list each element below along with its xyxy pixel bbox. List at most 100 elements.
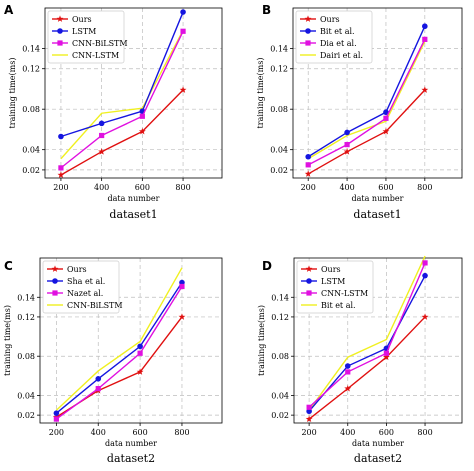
data-point [344, 363, 351, 369]
y-tick-label: 0.14 [270, 44, 288, 53]
chart-panel-d: 0.02 0.04 0.08 0.12 0.14 200 400 600 800 data num… [257, 255, 463, 465]
data-point [58, 165, 64, 171]
data-point [51, 265, 59, 272]
legend-box [42, 260, 120, 314]
legend-label: LSTM [72, 27, 96, 36]
y-tick-label: 0.14 [22, 44, 40, 53]
x-tick-label: 400 [91, 428, 106, 437]
y-axis-label: training time(ms) [3, 305, 12, 376]
data-point [422, 23, 428, 30]
panel-caption: dataset2 [107, 452, 155, 465]
data-point [305, 28, 311, 34]
series-line [307, 41, 426, 160]
legend-label: CNN-BiLSTM [72, 39, 128, 48]
x-tick-label: 400 [94, 183, 109, 192]
x-axis-label: data number [108, 194, 160, 203]
y-axis-label: training time(ms) [8, 58, 17, 129]
x-tick-label: 800 [174, 428, 189, 437]
legend-box [296, 260, 374, 314]
y-tick-label: 0.14 [271, 293, 289, 302]
y-tick-label: 0.04 [22, 146, 40, 155]
data-point [383, 115, 389, 121]
x-tick-label: 800 [175, 183, 190, 192]
data-point [58, 133, 64, 140]
x-axis-label: data number [352, 194, 404, 203]
data-point [178, 313, 186, 320]
legend-label: Bit et al. [321, 301, 356, 310]
data-point [95, 386, 101, 392]
data-point [180, 28, 186, 34]
y-axis-label: training time(ms) [256, 58, 265, 129]
data-point [383, 109, 389, 116]
series-line [56, 316, 183, 418]
legend-label: Dia et al. [320, 39, 357, 48]
panel-letter: C [4, 259, 13, 273]
data-point [138, 127, 146, 135]
plot-frame [293, 257, 463, 424]
data-point [304, 170, 312, 177]
legend-label: Ours [72, 15, 92, 24]
legend: Ours Sha et al. Nazet al. CNN-BiLSTM [42, 260, 123, 314]
x-tick-label: 200 [49, 428, 64, 437]
panel-letter: B [262, 3, 271, 17]
data-point [422, 260, 428, 266]
data-point [305, 162, 311, 168]
data-point [422, 36, 428, 42]
y-tick-label: 0.02 [270, 166, 288, 175]
legend-label: Ours [320, 15, 340, 24]
legend-label: Sha et al. [67, 277, 105, 286]
x-tick-label: 600 [132, 428, 147, 437]
x-tick-label: 600 [379, 428, 394, 437]
y-axis-label: training time(ms) [257, 305, 266, 376]
data-point [306, 290, 312, 296]
data-point [136, 368, 144, 375]
data-point [304, 15, 312, 22]
data-point [383, 350, 389, 356]
legend-label: Dairi et al. [320, 51, 363, 60]
data-point [137, 343, 143, 350]
y-tick-label: 0.12 [270, 65, 288, 74]
plot-frame [44, 7, 223, 179]
y-tick-label: 0.02 [22, 166, 40, 175]
data-point [305, 40, 311, 46]
data-point [305, 265, 313, 272]
series-line [60, 30, 184, 169]
legend-box [295, 10, 373, 64]
legend-label: CNN-LSTM [321, 289, 368, 298]
plot-frame [39, 257, 223, 424]
series-line [307, 39, 426, 166]
x-axis-label: data number [352, 439, 404, 448]
panel-letter: D [262, 259, 272, 273]
data-point [57, 171, 65, 178]
legend-label: CNN-LSTM [72, 51, 119, 60]
legend-label: CNN-BiLSTM [67, 301, 123, 310]
series-line [55, 286, 183, 420]
x-tick-label: 400 [339, 183, 354, 192]
legend-label: LSTM [321, 277, 345, 286]
legend-label: Ours [321, 265, 341, 274]
legend-label: Bit et al. [320, 27, 355, 36]
x-tick-label: 200 [301, 428, 316, 437]
data-point [422, 272, 428, 279]
y-tick-label: 0.08 [22, 105, 40, 114]
data-point [305, 415, 313, 422]
data-point [421, 313, 429, 320]
x-axis-label: data number [105, 439, 157, 448]
y-tick-label: 0.12 [22, 65, 40, 74]
data-point [99, 132, 105, 139]
series-line [60, 89, 184, 176]
x-tick-label: 600 [135, 183, 150, 192]
data-point [98, 148, 106, 155]
data-point [305, 153, 312, 160]
y-tick-label: 0.04 [270, 146, 288, 155]
data-point [53, 416, 59, 422]
data-point [344, 142, 350, 148]
x-tick-label: 200 [301, 183, 316, 192]
chart-panel-b: 0.02 0.04 0.08 0.12 0.14 200 400 600 800 data num… [256, 3, 463, 221]
y-tick-label: 0.12 [271, 313, 289, 322]
y-tick-label: 0.12 [17, 313, 35, 322]
x-tick-label: 400 [340, 428, 355, 437]
y-tick-label: 0.08 [271, 352, 289, 361]
series-line [55, 282, 183, 414]
